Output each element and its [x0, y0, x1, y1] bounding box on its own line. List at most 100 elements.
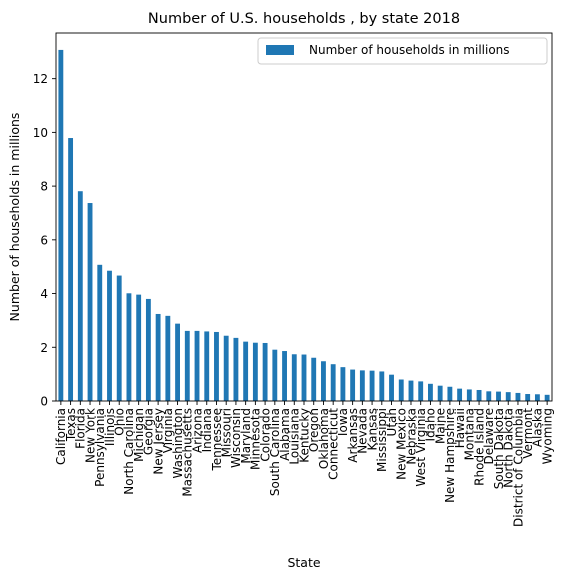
- bar-hawaii: [457, 388, 463, 401]
- bar-south-dakota: [496, 391, 501, 401]
- x-tick-label: Michigan: [132, 408, 146, 462]
- y-tick-label: 4: [40, 287, 48, 301]
- bar-district-of-columbia: [515, 392, 521, 401]
- bar-south-carolina: [272, 349, 278, 401]
- bar-kansas: [369, 370, 375, 401]
- bar-georgia: [145, 298, 151, 401]
- x-tick-label: Kansas: [365, 408, 379, 450]
- y-tick-label: 12: [33, 72, 48, 86]
- bar-arizona: [194, 330, 200, 401]
- bar-connecticut: [330, 364, 336, 401]
- x-tick-label: Kentucky: [297, 408, 311, 463]
- x-tick-label: Missouri: [220, 408, 234, 457]
- legend: Number of households in millions: [257, 37, 548, 65]
- bar-oregon: [311, 357, 317, 401]
- bar-north-carolina: [126, 293, 132, 401]
- bar-vermont: [525, 394, 531, 401]
- y-tick-label: 2: [40, 341, 48, 355]
- x-tick-label: Georgia: [142, 408, 156, 455]
- x-tick-label: Rhode Island: [472, 408, 486, 486]
- bar-wisconsin: [233, 337, 239, 401]
- x-tick-label: Illinois: [103, 408, 117, 446]
- x-tick-label: Mississippi: [375, 408, 389, 472]
- bar-idaho: [428, 383, 433, 401]
- x-tick-label: Colorado: [258, 408, 272, 462]
- bar-nebraska: [408, 380, 414, 401]
- x-tick-label: North Dakota: [502, 408, 516, 488]
- bar-mississippi: [379, 371, 385, 401]
- bar-new-jersey: [155, 313, 161, 401]
- x-tick-label: Oklahoma: [317, 408, 331, 469]
- legend-label: Number of households in millions: [309, 43, 510, 57]
- x-tick-label: Wyoming: [540, 408, 554, 464]
- x-tick-label: Maine: [433, 408, 447, 444]
- y-tick-label: 8: [40, 180, 48, 194]
- chart-title: Number of U.S. households , by state 201…: [148, 11, 460, 27]
- legend-box: [257, 37, 548, 65]
- bar-new-mexico: [398, 379, 404, 401]
- y-tick-label: 10: [33, 126, 48, 140]
- x-tick-label: Iowa: [336, 408, 350, 436]
- bar-iowa: [340, 367, 346, 401]
- x-tick-label: Pennsylvania: [93, 408, 107, 487]
- x-tick-label: California: [54, 408, 68, 465]
- bar-oklahoma: [321, 361, 326, 401]
- legend-swatch: [266, 45, 294, 55]
- bar-utah: [389, 374, 394, 401]
- bar-michigan: [136, 294, 142, 401]
- x-tick-label: Connecticut: [326, 408, 340, 480]
- bar-delaware: [486, 391, 492, 401]
- bar-west-virginia: [418, 381, 424, 401]
- x-tick-label: Massachusetts: [181, 408, 195, 497]
- x-tick-label: Texas: [64, 408, 78, 442]
- x-tick-label: Arkansas: [346, 408, 360, 463]
- bar-montana: [466, 389, 472, 401]
- bar-california: [58, 49, 64, 402]
- y-tick-label: 6: [40, 233, 48, 247]
- bar-alabama: [282, 351, 287, 401]
- x-tick-label: Arizona: [190, 408, 204, 453]
- x-tick-label: Hawaii: [453, 408, 467, 448]
- x-axis-label: State: [287, 555, 320, 570]
- bar-pennsylvania: [97, 264, 103, 401]
- x-tick-label: Utah: [385, 408, 399, 436]
- y-axis: 0 2 4 6 8 10 12: [33, 72, 56, 409]
- bar-virginia: [165, 315, 171, 401]
- x-tick-label: Louisiana: [288, 408, 302, 465]
- bar-indiana: [204, 331, 210, 401]
- bar-massachusetts: [184, 330, 190, 401]
- x-tick-label: New York: [83, 408, 97, 463]
- x-tick-label: Maryland: [239, 408, 253, 464]
- bar-nevada: [359, 370, 365, 401]
- x-tick-label: Montana: [463, 408, 477, 460]
- bar-new-york: [87, 203, 93, 401]
- bar-tennessee: [214, 331, 219, 401]
- bar-wyoming: [544, 394, 550, 401]
- x-tick-label: New Jersey: [151, 408, 165, 475]
- x-tick-label: Ohio: [113, 408, 127, 436]
- y-tick-label: 0: [40, 395, 48, 409]
- x-tick-label: Delaware: [482, 408, 496, 465]
- bar-kentucky: [301, 354, 307, 401]
- x-tick-label: Alabama: [278, 408, 292, 461]
- x-tick-label: Nebraska: [404, 408, 418, 465]
- x-tick-label: Wisconsin: [229, 408, 243, 468]
- bar-texas: [68, 138, 74, 401]
- bar-minnesota: [252, 342, 258, 401]
- bar-missouri: [223, 335, 229, 401]
- y-axis-label: Number of households in millions: [7, 113, 22, 322]
- x-tick-label: Idaho: [424, 408, 438, 441]
- bar-florida: [77, 191, 83, 401]
- x-tick-label: Minnesota: [249, 408, 263, 470]
- bar-colorado: [262, 342, 268, 401]
- bar-maine: [437, 385, 443, 401]
- x-tick-label: District of Columbia: [511, 408, 525, 527]
- x-tick-label: New Hampshire: [443, 408, 457, 503]
- bar-new-hampshire: [447, 386, 453, 401]
- bar-alaska: [534, 394, 540, 401]
- x-tick-label: North Carolina: [122, 408, 136, 495]
- bar-washington: [175, 323, 180, 401]
- bar-illinois: [107, 270, 112, 401]
